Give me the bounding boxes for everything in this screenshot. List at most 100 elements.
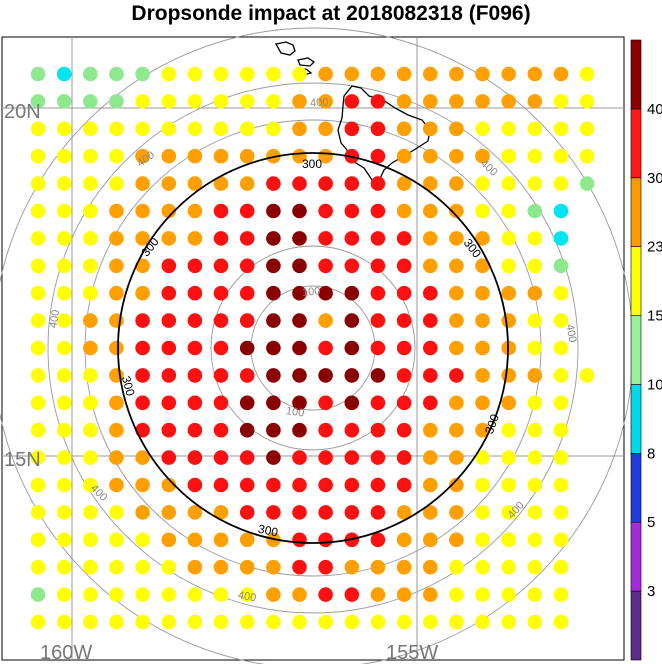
dropsonde-dot xyxy=(30,477,46,493)
dropsonde-dot xyxy=(449,559,464,575)
colorbar-segment xyxy=(630,39,642,110)
dropsonde-dot xyxy=(475,532,490,548)
dropsonde-dot xyxy=(239,203,255,219)
dropsonde-dot xyxy=(553,395,569,411)
colorbar-label: 5 xyxy=(647,514,655,531)
dropsonde-dot xyxy=(449,203,464,219)
dropsonde-dot xyxy=(501,66,516,82)
dropsonde-dot xyxy=(370,231,386,246)
dropsonde-dot xyxy=(83,587,98,602)
dropsonde-dot xyxy=(292,368,307,383)
dropsonde-dot xyxy=(475,422,490,438)
dropsonde-dot xyxy=(161,395,177,411)
dropsonde-dot xyxy=(161,258,177,274)
dropsonde-dot xyxy=(266,477,281,493)
dropsonde-dot xyxy=(579,94,595,109)
dropsonde-dot xyxy=(344,450,360,465)
dropsonde-dot xyxy=(135,231,150,246)
dropsonde-dot xyxy=(501,203,516,219)
colorbar-segment xyxy=(630,590,642,661)
dropsonde-dot xyxy=(344,203,360,219)
dropsonde-dot xyxy=(30,148,46,164)
dropsonde-dot xyxy=(30,231,46,246)
dropsonde-dot xyxy=(423,94,438,109)
dropsonde-dot xyxy=(318,258,333,274)
dropsonde-dot xyxy=(501,231,516,246)
dropsonde-dot xyxy=(553,532,569,548)
dropsonde-dot xyxy=(135,66,150,82)
dropsonde-dot xyxy=(161,505,177,520)
dropsonde-dot xyxy=(370,340,386,356)
dropsonde-dot xyxy=(239,121,255,137)
dropsonde-dot xyxy=(553,313,569,328)
dropsonde-dot xyxy=(475,395,490,411)
dropsonde-dot xyxy=(318,176,333,191)
dropsonde-dot xyxy=(501,587,516,602)
dropsonde-dot xyxy=(423,176,438,191)
dropsonde-dot xyxy=(423,505,438,520)
dropsonde-dot xyxy=(423,66,438,82)
dropsonde-dot xyxy=(579,176,595,191)
dropsonde-dot xyxy=(187,340,203,356)
dropsonde-dot xyxy=(30,121,46,137)
dropsonde-dot xyxy=(423,559,438,575)
island-outline xyxy=(274,41,296,56)
dropsonde-dot xyxy=(527,203,543,219)
dropsonde-dot xyxy=(344,231,360,246)
dropsonde-dot xyxy=(109,66,124,82)
dropsonde-dot xyxy=(553,66,569,82)
dropsonde-dot xyxy=(501,422,516,438)
dropsonde-dot xyxy=(109,203,124,219)
dropsonde-dot xyxy=(30,532,46,548)
dropsonde-dot xyxy=(423,203,438,219)
dropsonde-dot xyxy=(109,614,124,630)
dropsonde-dot xyxy=(266,340,281,356)
dropsonde-dot xyxy=(161,313,177,328)
dropsonde-dot xyxy=(475,231,490,246)
dropsonde-dot xyxy=(527,587,543,602)
dropsonde-dot xyxy=(579,148,595,164)
dropsonde-dot xyxy=(187,285,203,301)
dropsonde-dot xyxy=(553,559,569,575)
dropsonde-dot xyxy=(161,614,177,630)
dropsonde-dot xyxy=(344,505,360,520)
dropsonde-dot xyxy=(396,313,412,328)
dropsonde-dot xyxy=(501,148,516,164)
dropsonde-dot xyxy=(56,505,72,520)
dropsonde-dot xyxy=(56,66,72,82)
dropsonde-dot xyxy=(161,66,177,82)
dropsonde-dot xyxy=(83,450,98,465)
dropsonde-dot xyxy=(475,340,490,356)
dropsonde-dot xyxy=(527,532,543,548)
dropsonde-dot xyxy=(56,559,72,575)
dropsonde-dot xyxy=(449,614,464,630)
dropsonde-dot xyxy=(423,395,438,411)
dropsonde-dot xyxy=(475,285,490,301)
dropsonde-dot xyxy=(475,450,490,465)
dropsonde-dot xyxy=(449,285,464,301)
dropsonde-dot xyxy=(30,395,46,411)
dropsonde-dot xyxy=(109,477,124,493)
dropsonde-dot xyxy=(449,587,464,602)
dropsonde-dot xyxy=(475,477,490,493)
colorbar-segment xyxy=(630,452,642,523)
dropsonde-dot xyxy=(344,176,360,191)
dropsonde-dot xyxy=(30,176,46,191)
dropsonde-dot xyxy=(56,368,72,383)
dropsonde-dot xyxy=(135,395,150,411)
dropsonde-dot xyxy=(501,258,516,274)
dropsonde-dot xyxy=(135,587,150,602)
dropsonde-dot xyxy=(501,532,516,548)
dropsonde-dot xyxy=(501,395,516,411)
dropsonde-dot xyxy=(344,614,360,630)
dropsonde-dot xyxy=(83,340,98,356)
dropsonde-dot xyxy=(83,285,98,301)
dropsonde-dot xyxy=(579,121,595,137)
dropsonde-dot xyxy=(213,532,229,548)
dropsonde-dot xyxy=(553,614,569,630)
dropsonde-dot xyxy=(423,532,438,548)
dropsonde-dot xyxy=(266,203,281,219)
dropsonde-dot xyxy=(30,614,46,630)
dropsonde-dot xyxy=(109,176,124,191)
dropsonde-dot xyxy=(370,368,386,383)
